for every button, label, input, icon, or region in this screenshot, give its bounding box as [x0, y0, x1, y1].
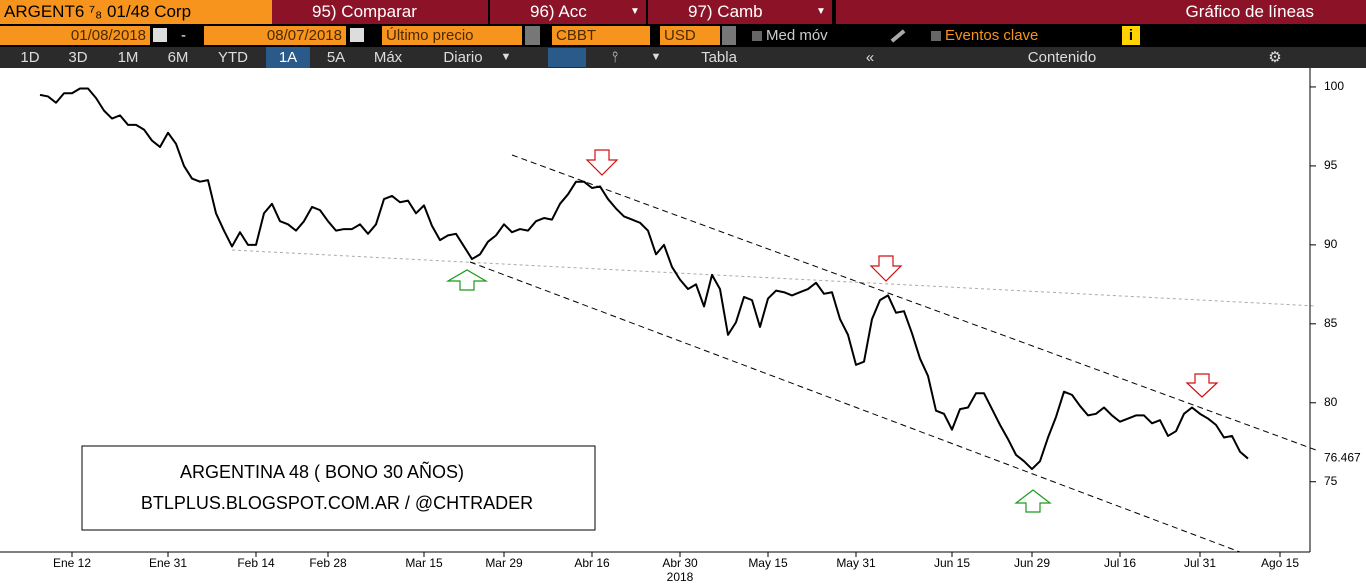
- y-tick-label: 80: [1324, 395, 1338, 409]
- y-tick-label: 75: [1324, 474, 1338, 488]
- checkbox[interactable]: [931, 31, 941, 41]
- settings-icon[interactable]: ⚙: [1268, 49, 1282, 66]
- y-tick-label: 90: [1324, 237, 1338, 251]
- period-button[interactable]: 6M: [167, 49, 189, 66]
- up-arrows: [445, 269, 1052, 513]
- annotation: BTLPLUS.BLOGSPOT.COM.AR / @CHTRADER: [141, 493, 533, 513]
- calendar-icon[interactable]: [153, 28, 167, 42]
- x-tick-label: May 15: [748, 556, 788, 570]
- y-tick-label: 85: [1324, 316, 1338, 330]
- chart-type-button[interactable]: [548, 48, 586, 67]
- start-date[interactable]: 01/08/2018: [0, 26, 150, 45]
- last-value-box: [1318, 450, 1364, 467]
- x-tick-label: Jun 15: [934, 556, 970, 570]
- key-events[interactable]: Eventos clave: [945, 27, 1039, 44]
- chart-kind: Gráfico de líneas: [836, 0, 1366, 24]
- up-arrow: [445, 269, 489, 291]
- calendar-icon[interactable]: [350, 28, 364, 42]
- date-separator: -: [181, 27, 186, 44]
- dropdown-icon: ▼: [500, 51, 512, 63]
- x-tick-label: Jul 31: [1184, 556, 1216, 570]
- x-tick-label: Jul 16: [1104, 556, 1136, 570]
- dropdown-icon[interactable]: [722, 26, 736, 45]
- annotation: ARGENTINA 48 ( BONO 30 AÑOS): [180, 461, 464, 482]
- x-tick-label: Feb 14: [237, 556, 275, 570]
- last-value-label: 76.467: [1324, 451, 1361, 465]
- price-line: [39, 87, 1249, 471]
- x-axis-label: 2018: [667, 570, 694, 584]
- x-tick-label: Ene 12: [53, 556, 91, 570]
- down-arrows: [585, 149, 1219, 398]
- dropdown-icon: ▼: [816, 6, 826, 17]
- x-tick-label: Ene 31: [149, 556, 187, 570]
- period-button[interactable]: 3D: [68, 49, 88, 66]
- currency[interactable]: USD: [660, 26, 720, 45]
- toolbar-row: [0, 47, 1366, 68]
- compare-button[interactable]: 95) Comparar: [272, 0, 488, 24]
- x-tick-label: Jun 29: [1014, 556, 1050, 570]
- actions-button[interactable]: 96) Acc: [490, 0, 646, 24]
- period-button[interactable]: 1A: [266, 47, 310, 68]
- moving-average[interactable]: Med móv: [766, 27, 828, 44]
- frequency[interactable]: Diario: [443, 49, 483, 66]
- bar-icon[interactable]: ⫯: [611, 49, 619, 66]
- up-arrow: [1014, 489, 1052, 513]
- period-button[interactable]: 1D: [20, 49, 40, 66]
- trend-line: [469, 261, 1241, 553]
- contents-button[interactable]: Contenido: [1027, 49, 1097, 66]
- table-button[interactable]: Tabla: [701, 49, 737, 66]
- down-arrow: [585, 149, 619, 176]
- x-tick-label: Mar 29: [485, 556, 523, 570]
- dropdown-icon: ▼: [650, 51, 662, 63]
- x-tick-label: Mar 15: [405, 556, 443, 570]
- period-button[interactable]: 5A: [326, 49, 346, 66]
- x-tick-label: Abr 16: [574, 556, 610, 570]
- x-tick-label: May 31: [836, 556, 876, 570]
- collapse-icon[interactable]: «: [865, 49, 875, 66]
- security[interactable]: ARGENT6 ⁷₈ 01/48 Corp: [0, 0, 272, 24]
- dropdown-icon: ▼: [630, 6, 640, 17]
- period-button[interactable]: Máx: [373, 49, 403, 66]
- down-arrow: [869, 255, 903, 282]
- source[interactable]: CBBT: [552, 26, 650, 45]
- annotation-box: [81, 445, 596, 531]
- trend-line: [511, 154, 1317, 451]
- period-button[interactable]: 1M: [117, 49, 139, 66]
- down-arrow: [1185, 373, 1219, 398]
- info-icon[interactable]: i: [1122, 26, 1140, 45]
- checkbox[interactable]: [752, 31, 762, 41]
- y-tick-label: 95: [1324, 158, 1338, 172]
- end-date[interactable]: 08/07/2018: [204, 26, 346, 45]
- x-tick-label: Ago 15: [1261, 556, 1299, 570]
- dropdown-icon[interactable]: [525, 26, 540, 45]
- x-tick-label: Feb 28: [309, 556, 347, 570]
- y-tick-label: 100: [1324, 79, 1344, 93]
- period-button[interactable]: YTD: [218, 49, 248, 66]
- field-select[interactable]: Último precio: [382, 26, 522, 45]
- change-button[interactable]: 97) Camb: [648, 0, 832, 24]
- trend-line: [231, 249, 1317, 307]
- x-tick-label: Abr 30: [662, 556, 698, 570]
